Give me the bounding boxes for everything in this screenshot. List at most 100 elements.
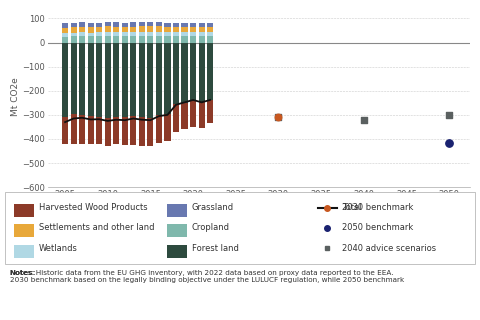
Text: Total: Total [342,203,361,212]
Bar [96,32,102,36]
Bar [71,27,77,33]
Bar [130,27,136,32]
FancyBboxPatch shape [5,192,475,264]
Point [445,112,453,117]
Bar [130,22,136,27]
Text: Wetlands: Wetlands [39,244,78,253]
Point [275,115,282,120]
Bar [156,36,162,43]
Bar [113,32,120,36]
Point [275,115,282,120]
Bar [167,224,187,237]
Bar [181,22,188,27]
Bar [173,27,179,32]
Bar [181,103,188,129]
Bar [87,43,94,116]
Bar [71,23,77,27]
Bar [122,23,128,27]
Bar [122,43,128,117]
Text: Notes: Historic data from the EU GHG inventory, with 2022 data based on proxy da: Notes: Historic data from the EU GHG inv… [10,270,404,283]
Bar [96,27,102,32]
Bar [122,27,128,32]
Bar [71,36,77,43]
Bar [147,43,154,118]
Bar [96,22,102,27]
Bar [164,43,170,114]
Bar [147,118,154,146]
Bar [199,32,204,36]
Bar [147,27,154,32]
Bar [87,28,94,33]
Bar [113,36,120,43]
Bar [96,36,102,43]
Bar [164,23,170,27]
Bar [79,36,85,43]
Bar [62,28,68,33]
Bar [122,36,128,43]
Bar [164,27,170,32]
Bar [190,100,196,127]
Bar [14,204,34,217]
Bar [87,116,94,144]
Bar [79,43,85,115]
Bar [156,43,162,115]
Bar [14,224,34,237]
Bar [139,117,145,146]
Bar [113,43,120,117]
Bar [139,32,145,36]
Bar [130,36,136,43]
Bar [173,36,179,43]
Bar [173,43,179,104]
Bar [156,32,162,36]
Bar [130,116,136,145]
Bar [139,36,145,43]
Y-axis label: Mt CO2e: Mt CO2e [11,77,20,116]
Bar [181,43,188,103]
Bar [164,114,170,141]
Text: Cropland: Cropland [192,223,229,233]
Bar [199,43,204,102]
Bar [147,36,154,43]
Bar [79,32,85,36]
Text: Harvested Wood Products: Harvested Wood Products [39,203,147,212]
Bar [147,22,154,27]
Bar [167,244,187,258]
Bar [190,36,196,43]
Bar [62,43,68,117]
Bar [113,117,120,144]
Bar [139,43,145,117]
Point [445,140,453,145]
Bar [164,32,170,36]
Text: Notes:: Notes: [10,270,36,276]
Bar [207,28,213,32]
Bar [105,32,111,36]
Bar [14,244,34,258]
Bar [62,36,68,43]
Bar [71,33,77,36]
Bar [113,27,120,32]
Bar [139,26,145,32]
Text: 2050 benchmark: 2050 benchmark [342,223,413,233]
Bar [79,115,85,144]
Bar [113,22,120,27]
Bar [87,23,94,28]
Bar [199,27,204,32]
Bar [181,32,188,36]
Bar [122,117,128,145]
Bar [87,36,94,43]
Bar [167,204,187,217]
Bar [173,23,179,27]
Bar [105,27,111,32]
Bar [130,32,136,36]
Bar [96,117,102,144]
Bar [207,36,213,43]
Bar [71,114,77,144]
Bar [62,23,68,28]
Bar [190,27,196,32]
Bar [139,22,145,26]
Text: 2040 advice scenarios: 2040 advice scenarios [342,244,436,253]
Bar [62,117,68,144]
Bar [156,27,162,32]
Text: Grassland: Grassland [192,203,234,212]
Bar [96,43,102,117]
